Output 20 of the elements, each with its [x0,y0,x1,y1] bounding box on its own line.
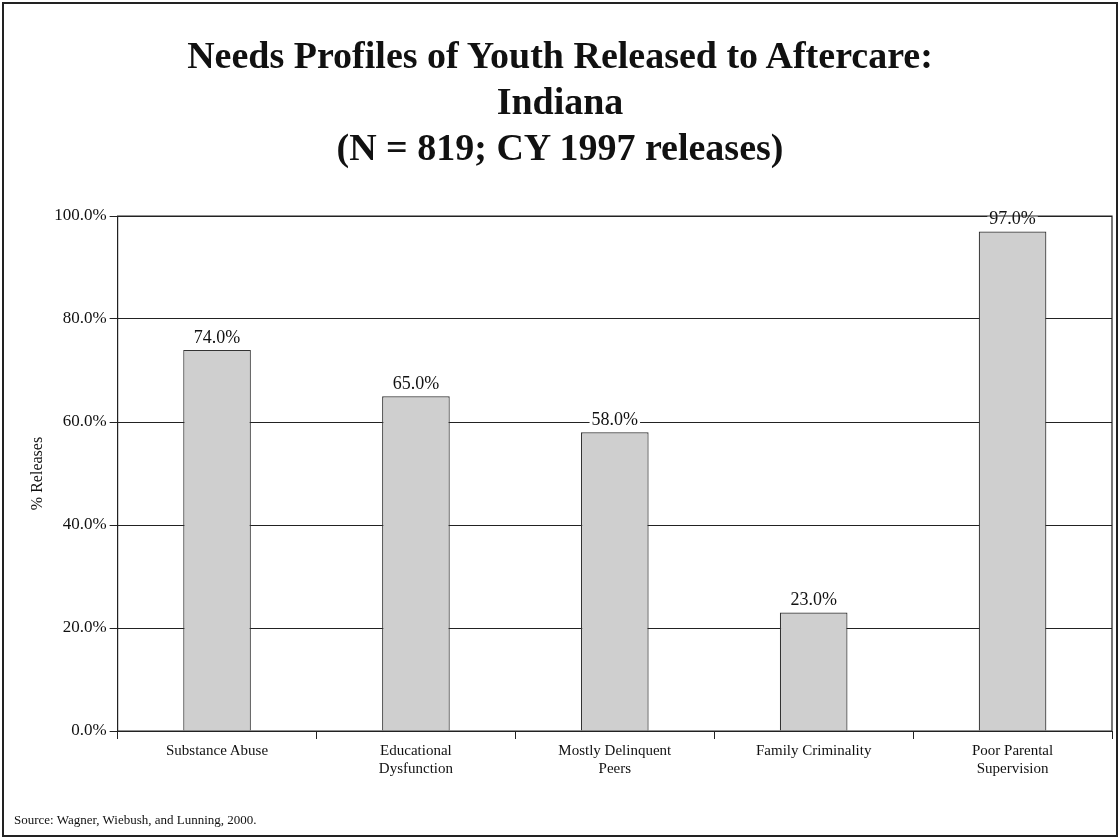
source-note: Source: Wagner, Wiebush, and Lunning, 2000. [14,812,257,828]
x-tick-label: Poor Parental Supervision [971,741,1054,776]
chart-subtitle: (N = 819; CY 1997 releases) [335,125,785,170]
data-label: 74.0% [193,326,241,347]
x-tick-label: Family Criminality [755,741,872,758]
x-tick-label: Mostly Delinquent Peers [558,741,673,776]
x-tick-label: Substance Abuse [166,741,269,758]
y-tick-label: 60.0% [62,411,107,431]
y-axis-title: % Releases [27,436,45,511]
data-label: 23.0% [790,589,837,610]
y-tick-label: 20.0% [62,617,107,637]
chart-title: Needs Profiles of Youth Released to Aftercare: Indiana [186,33,934,124]
y-tick-label: 100.0% [54,205,107,225]
y-tick-label: 40.0% [62,514,107,534]
data-label: 58.0% [591,409,639,430]
data-label: 65.0% [392,372,440,393]
x-tick-label: Educational Dysfunction [378,741,454,776]
data-label: 97.0% [989,208,1036,229]
y-tick-label: 80.0% [62,308,107,328]
y-tick-label: 0.0% [71,720,107,740]
